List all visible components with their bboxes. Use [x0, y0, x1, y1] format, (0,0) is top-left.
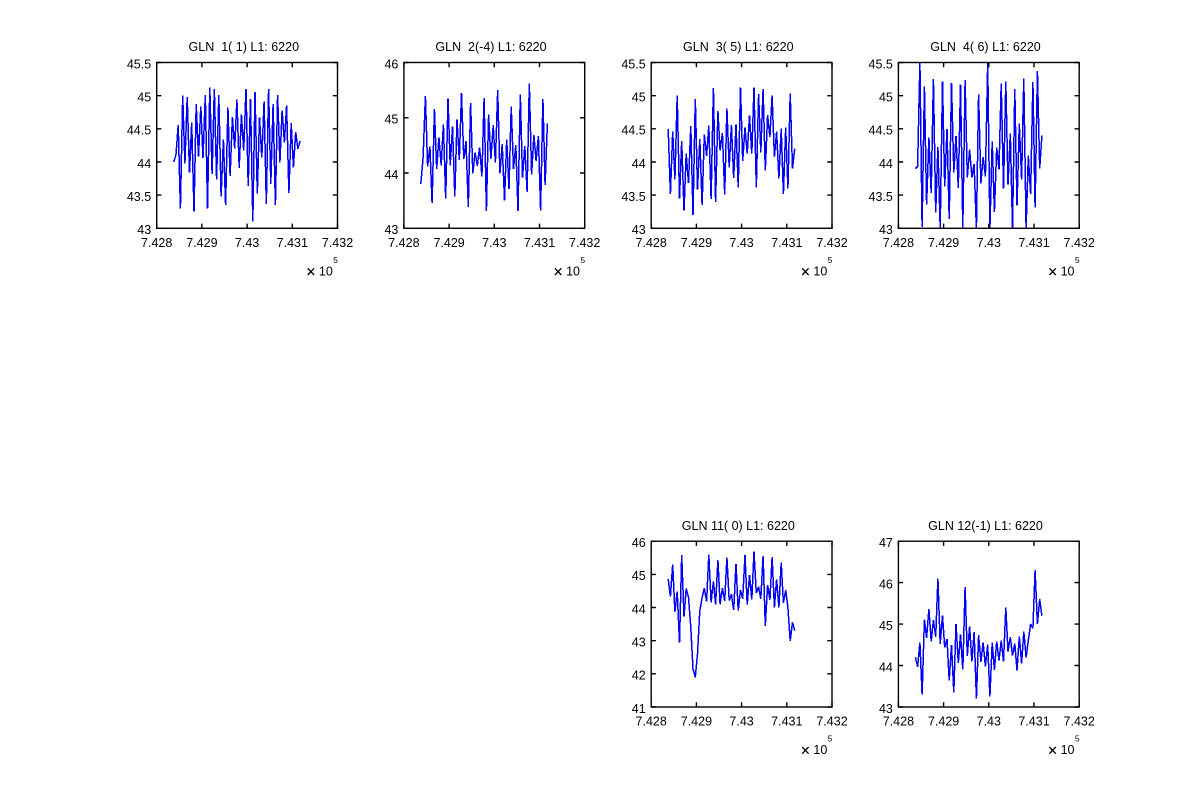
svg-text:5: 5 — [333, 255, 338, 265]
svg-text:43: 43 — [879, 702, 893, 716]
svg-text:5: 5 — [828, 255, 833, 265]
svg-text:41: 41 — [632, 702, 646, 716]
svg-text:45: 45 — [632, 569, 646, 583]
svg-text:GLN 1( 1) L1: 6220: GLN 1( 1) L1: 6220 — [189, 40, 300, 54]
svg-text:10: 10 — [566, 264, 580, 278]
svg-text:7.432: 7.432 — [322, 236, 353, 250]
svg-text:10: 10 — [319, 264, 333, 278]
svg-text:44: 44 — [632, 157, 646, 171]
svg-text:7.43: 7.43 — [977, 715, 1001, 729]
svg-text:7.43: 7.43 — [977, 236, 1001, 250]
svg-text:46: 46 — [384, 57, 398, 71]
svg-text:7.431: 7.431 — [1018, 236, 1049, 250]
svg-text:7.43: 7.43 — [729, 715, 753, 729]
svg-text:7.429: 7.429 — [928, 715, 959, 729]
svg-text:44.5: 44.5 — [621, 124, 645, 138]
svg-text:10: 10 — [813, 743, 827, 757]
svg-text:5: 5 — [580, 255, 585, 265]
svg-text:7.428: 7.428 — [636, 236, 667, 250]
svg-text:7.429: 7.429 — [928, 236, 959, 250]
svg-text:45: 45 — [137, 91, 151, 105]
svg-text:44: 44 — [137, 157, 151, 171]
svg-text:44: 44 — [384, 168, 398, 182]
svg-text:43: 43 — [137, 223, 151, 237]
svg-text:45.5: 45.5 — [621, 57, 645, 71]
svg-text:46: 46 — [879, 577, 893, 591]
svg-text:7.431: 7.431 — [771, 236, 802, 250]
svg-text:43: 43 — [879, 223, 893, 237]
svg-text:GLN 11( 0) L1: 6220: GLN 11( 0) L1: 6220 — [682, 519, 795, 533]
svg-text:7.432: 7.432 — [816, 715, 847, 729]
svg-text:GLN 12(-1) L1: 6220: GLN 12(-1) L1: 6220 — [928, 519, 1043, 533]
svg-text:5: 5 — [828, 734, 833, 744]
svg-text:7.429: 7.429 — [186, 236, 217, 250]
svg-text:7.429: 7.429 — [433, 236, 464, 250]
svg-text:10: 10 — [1061, 264, 1075, 278]
svg-text:7.431: 7.431 — [277, 236, 308, 250]
svg-text:10: 10 — [1061, 743, 1075, 757]
svg-text:7.432: 7.432 — [816, 236, 847, 250]
svg-text:43: 43 — [384, 223, 398, 237]
svg-text:43: 43 — [632, 636, 646, 650]
svg-text:45: 45 — [879, 91, 893, 105]
svg-text:7.43: 7.43 — [235, 236, 259, 250]
svg-text:7.43: 7.43 — [729, 236, 753, 250]
svg-text:7.428: 7.428 — [883, 715, 914, 729]
svg-text:7.429: 7.429 — [681, 236, 712, 250]
svg-text:45.5: 45.5 — [127, 57, 151, 71]
svg-text:7.432: 7.432 — [569, 236, 600, 250]
svg-text:5: 5 — [1075, 255, 1080, 265]
svg-text:5: 5 — [1075, 734, 1080, 744]
svg-text:44: 44 — [879, 157, 893, 171]
svg-text:44.5: 44.5 — [869, 124, 893, 138]
svg-text:7.432: 7.432 — [1064, 715, 1095, 729]
svg-text:7.429: 7.429 — [681, 715, 712, 729]
svg-text:7.428: 7.428 — [388, 236, 419, 250]
svg-text:7.431: 7.431 — [524, 236, 555, 250]
svg-text:43.5: 43.5 — [127, 190, 151, 204]
svg-text:44.5: 44.5 — [127, 124, 151, 138]
svg-text:7.428: 7.428 — [636, 715, 667, 729]
svg-text:45: 45 — [879, 619, 893, 633]
svg-text:45: 45 — [384, 113, 398, 127]
svg-text:43.5: 43.5 — [621, 190, 645, 204]
svg-text:7.428: 7.428 — [883, 236, 914, 250]
svg-text:7.43: 7.43 — [482, 236, 506, 250]
svg-text:47: 47 — [879, 536, 893, 550]
svg-text:10: 10 — [813, 264, 827, 278]
svg-text:7.428: 7.428 — [141, 236, 172, 250]
svg-text:44: 44 — [879, 660, 893, 674]
svg-text:43: 43 — [632, 223, 646, 237]
svg-text:45: 45 — [632, 91, 646, 105]
svg-text:46: 46 — [632, 536, 646, 550]
svg-text:GLN 3( 5) L1: 6220: GLN 3( 5) L1: 6220 — [683, 40, 794, 54]
svg-text:7.431: 7.431 — [771, 715, 802, 729]
svg-text:GLN 2(-4) L1: 6220: GLN 2(-4) L1: 6220 — [435, 40, 546, 54]
svg-text:42: 42 — [632, 669, 646, 683]
svg-text:44: 44 — [632, 602, 646, 616]
svg-text:GLN 4( 6) L1: 6220: GLN 4( 6) L1: 6220 — [930, 40, 1041, 54]
svg-text:45.5: 45.5 — [869, 57, 893, 71]
svg-text:43.5: 43.5 — [869, 190, 893, 204]
svg-text:7.432: 7.432 — [1064, 236, 1095, 250]
svg-text:7.431: 7.431 — [1018, 715, 1049, 729]
